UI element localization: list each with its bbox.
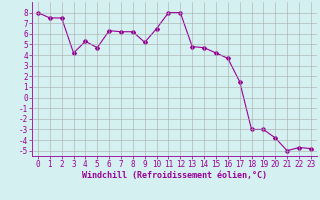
X-axis label: Windchill (Refroidissement éolien,°C): Windchill (Refroidissement éolien,°C) — [82, 171, 267, 180]
